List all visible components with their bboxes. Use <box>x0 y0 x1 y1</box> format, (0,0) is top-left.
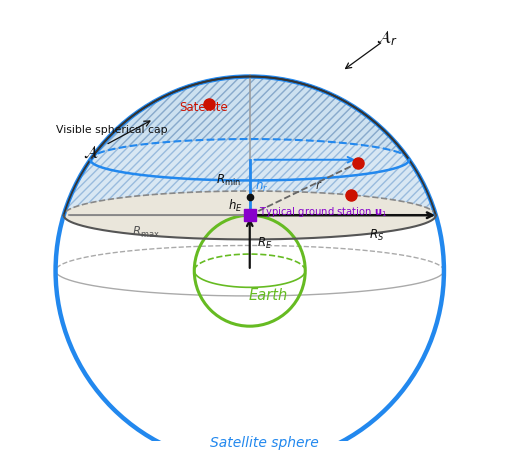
Text: $R_{\mathrm{max}}$: $R_{\mathrm{max}}$ <box>132 225 160 239</box>
Text: $r$: $r$ <box>315 179 323 192</box>
Text: $\mathcal{A}_r$: $\mathcal{A}_r$ <box>376 28 397 47</box>
Text: Visible spherical cap: Visible spherical cap <box>55 125 167 135</box>
Text: $R_E$: $R_E$ <box>257 235 272 251</box>
Text: $R_{\mathrm{min}}$: $R_{\mathrm{min}}$ <box>215 172 240 188</box>
Text: Typical ground station $\mathbf{u}_1$: Typical ground station $\mathbf{u}_1$ <box>259 205 387 219</box>
Text: $h_E$: $h_E$ <box>228 198 242 214</box>
Text: Earth: Earth <box>249 288 288 303</box>
Text: $h_r$: $h_r$ <box>255 178 268 194</box>
Polygon shape <box>64 76 436 215</box>
Text: Satellite: Satellite <box>179 101 228 114</box>
Text: Satellite sphere: Satellite sphere <box>210 436 319 450</box>
Polygon shape <box>64 191 436 239</box>
Polygon shape <box>91 76 409 160</box>
Text: $\mathcal{A}$: $\mathcal{A}$ <box>83 144 99 161</box>
Text: $R_S$: $R_S$ <box>369 228 384 243</box>
